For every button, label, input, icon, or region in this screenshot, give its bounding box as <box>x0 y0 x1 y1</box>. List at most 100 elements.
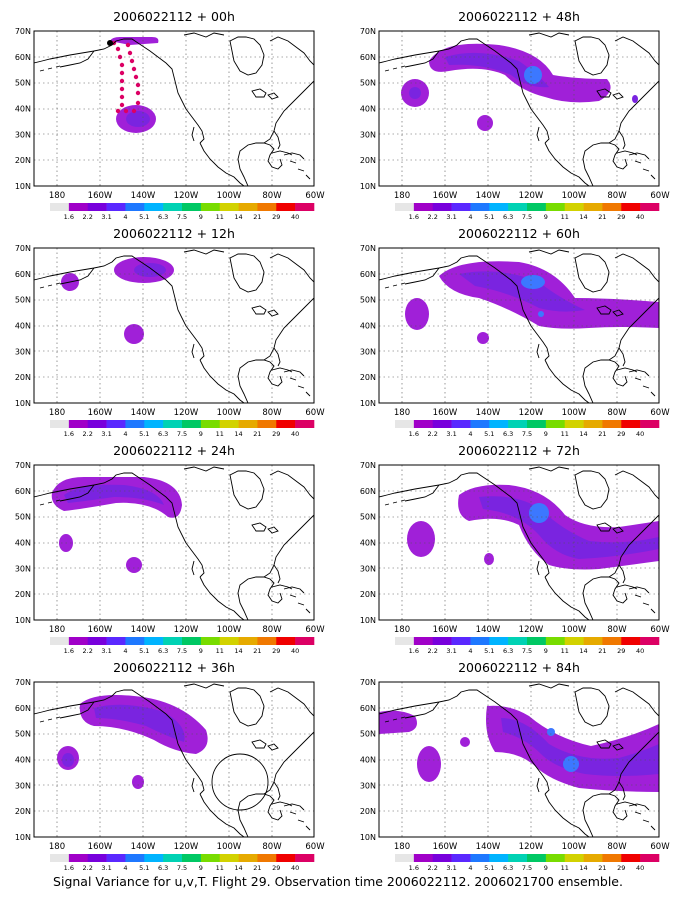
colorbar-label: 11 <box>561 647 569 655</box>
lat-label: 40N <box>360 322 376 331</box>
variance-region <box>477 332 489 344</box>
lon-label: 160W <box>88 408 113 418</box>
colorbar-swatch <box>470 203 490 211</box>
colorbar-swatch <box>257 203 277 211</box>
lat-label: 70N <box>15 461 31 470</box>
colorbar-label: 7.5 <box>177 213 187 221</box>
lon-label: 60W <box>650 408 670 418</box>
colorbar-swatch <box>68 854 89 862</box>
lon-label: 180 <box>394 408 410 418</box>
colorbar-label: 6.3 <box>503 864 513 872</box>
colorbar-label: 2.2 <box>83 647 93 655</box>
colorbar-swatch <box>125 854 145 862</box>
lon-label: 60W <box>305 842 325 852</box>
colorbar: 1.6 2.2 3.1 4 5.1 6.3 7.5 9 11 14 21 29 40 <box>395 637 660 655</box>
colorbar-label: 5.1 <box>484 430 494 438</box>
colorbar-swatch <box>163 637 183 645</box>
colorbar-label: 3.1 <box>446 213 456 221</box>
variance-region <box>479 496 659 559</box>
colorbar-swatch <box>125 203 145 211</box>
lon-label: 80W <box>262 842 282 852</box>
lon-label: 80W <box>262 625 282 635</box>
observation-marker <box>119 94 125 100</box>
variance-region <box>524 66 542 84</box>
colorbar-swatch <box>182 203 202 211</box>
colorbar-label: 5.1 <box>139 213 149 221</box>
variance-region <box>64 484 164 505</box>
colorbar-swatch <box>640 854 660 862</box>
colorbar-swatch <box>470 420 490 428</box>
colorbar-swatch <box>238 203 258 211</box>
colorbar-swatch <box>602 854 622 862</box>
variance-region <box>632 95 638 103</box>
lon-label: 180 <box>394 191 410 201</box>
colorbar-label: 6.3 <box>503 430 513 438</box>
colorbar-label: 29 <box>272 213 280 221</box>
lat-label: 60N <box>15 487 31 496</box>
map-area <box>34 31 314 186</box>
colorbar-label: 11 <box>561 430 569 438</box>
variance-region <box>460 737 470 747</box>
colorbar-label: 40 <box>636 430 644 438</box>
colorbar-swatch <box>508 203 528 211</box>
lon-label: 120W <box>519 408 544 418</box>
colorbar-label: 3.1 <box>101 647 111 655</box>
lat-label: 40N <box>360 756 376 765</box>
colorbar-swatch <box>182 854 202 862</box>
lat-label: 70N <box>360 244 376 253</box>
lat-label: 60N <box>360 704 376 713</box>
lon-label: 180 <box>394 842 410 852</box>
lon-label: 100W <box>562 625 587 635</box>
colorbar-swatch <box>489 854 509 862</box>
colorbar-label: 14 <box>579 864 587 872</box>
lat-label: 50N <box>360 730 376 739</box>
variance-region <box>529 503 549 523</box>
colorbar-label: 9 <box>544 213 548 221</box>
colorbar-swatch <box>144 854 164 862</box>
map-frame <box>33 681 315 838</box>
colorbar-swatch <box>413 420 434 428</box>
colorbar-swatch <box>621 637 641 645</box>
panel-title: 2006022112 + 36h <box>113 660 235 675</box>
colorbar-label: 9 <box>199 647 203 655</box>
lon-label: 80W <box>607 625 627 635</box>
lat-label: 60N <box>360 487 376 496</box>
lon-label: 100W <box>562 842 587 852</box>
colorbar-label: 29 <box>617 864 625 872</box>
lon-label: 160W <box>433 842 458 852</box>
colorbar-label: 5.1 <box>139 430 149 438</box>
lat-label: 60N <box>15 53 31 62</box>
colorbar-swatch <box>238 854 258 862</box>
lon-label: 140W <box>131 625 156 635</box>
colorbar-label: 21 <box>598 647 606 655</box>
colorbar-label: 14 <box>234 213 242 221</box>
lat-label: 50N <box>15 730 31 739</box>
lat-label: 10N <box>360 616 376 625</box>
colorbar-label: 11 <box>216 647 224 655</box>
panel-title: 2006022112 + 84h <box>458 660 580 675</box>
colorbar-label: 6.3 <box>158 430 168 438</box>
colorbar-swatch <box>106 637 126 645</box>
colorbar-swatch <box>219 854 239 862</box>
colorbar-swatch <box>640 420 660 428</box>
colorbar-swatch <box>583 203 603 211</box>
colorbar-swatch <box>106 854 126 862</box>
colorbar-swatch <box>257 420 277 428</box>
map-frame <box>378 30 660 187</box>
lon-label: 80W <box>607 408 627 418</box>
colorbar-swatch <box>125 637 145 645</box>
observation-marker <box>115 46 121 52</box>
colorbar-label: 2.2 <box>428 864 438 872</box>
colorbar-swatch <box>87 854 107 862</box>
observation-marker <box>135 100 141 106</box>
lat-label: 40N <box>15 105 31 114</box>
colorbar-label: 21 <box>253 430 261 438</box>
map-panel: 2006022112 + 24h 70N 60N 50N 40N 30N 20N 10N 180… <box>15 443 325 655</box>
colorbar-label: 11 <box>216 213 224 221</box>
colorbar-label: 40 <box>291 213 299 221</box>
lat-label: 70N <box>360 461 376 470</box>
variance-region <box>132 775 144 789</box>
colorbar-swatch <box>602 203 622 211</box>
colorbar-label: 21 <box>598 213 606 221</box>
colorbar-swatch <box>257 637 277 645</box>
